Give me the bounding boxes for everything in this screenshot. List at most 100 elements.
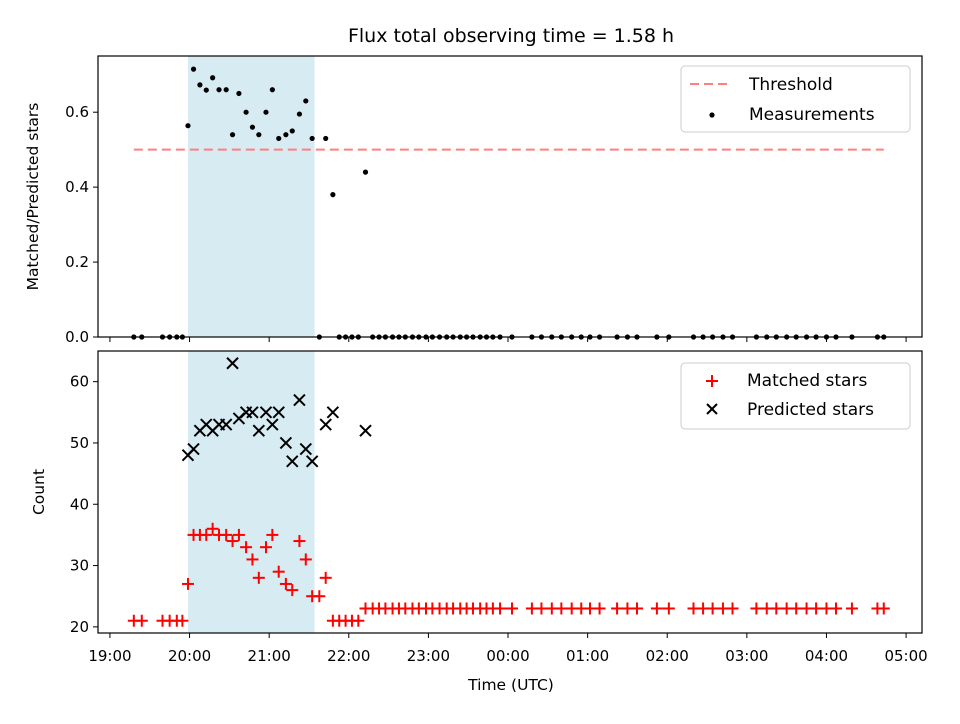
predicted-star-point	[187, 442, 200, 456]
matched-star-point	[181, 577, 194, 590]
measurement-point	[197, 82, 203, 88]
predicted-star-point	[286, 455, 299, 468]
bottom-y-tick-label: 30	[70, 557, 89, 575]
top-y-tick-label: 0.4	[65, 178, 89, 196]
x-tick-label: 00:00	[486, 647, 529, 665]
matched-star-point	[272, 565, 285, 578]
legend-measurements-label: Measurements	[749, 105, 875, 125]
matched-star-point	[246, 553, 259, 566]
predicted-star-mark-b	[252, 424, 266, 437]
predicted-star-point	[359, 424, 372, 437]
top-panel: 0.0 0.2 0.4 0.6 Matched/Predicted stars Thr…	[24, 55, 923, 346]
matched-star-point	[830, 602, 843, 615]
measurement-point	[303, 98, 309, 104]
matched-star-point	[319, 571, 332, 584]
legend-measurements-swatch	[709, 112, 715, 118]
measurement-point	[296, 111, 303, 117]
bottom-axis-ticks: 19:00 20:00 21:00 22:00 23:00 00:00 01:00 02:00…	[70, 373, 928, 665]
matched-star-point	[662, 602, 675, 615]
predicted-star-point	[219, 418, 233, 431]
matched-star-point	[206, 522, 219, 535]
top-legend: Threshold Measurements	[680, 65, 911, 133]
legend-matched-swatch	[706, 375, 718, 387]
bottom-legend: Matched stars Predicted stars	[680, 362, 911, 430]
predicted-star-mark-b	[200, 418, 213, 431]
matched-star-point	[313, 590, 326, 603]
legend-matched-label: Matched stars	[747, 371, 867, 391]
predicted-star-mark-b	[226, 357, 239, 370]
measurement-point	[263, 109, 269, 115]
measurement-point	[203, 87, 209, 93]
matched-star-point	[135, 614, 148, 627]
predicted-star-point	[226, 357, 239, 370]
top-plot-frame	[97, 55, 923, 338]
top-y-tick-label: 0.2	[65, 253, 89, 271]
top-axis-ticks: 0.0 0.2 0.4 0.6	[65, 103, 907, 346]
predicted-star-mark-b	[299, 442, 312, 456]
bottom-y-tick-label: 40	[70, 495, 89, 513]
matched-star-point	[650, 602, 663, 615]
predicted-star-point	[319, 418, 332, 431]
matched-star-point	[266, 528, 279, 541]
measurement-point	[330, 192, 336, 198]
matched-star-point	[750, 602, 763, 615]
predicted-star-mark-b	[319, 418, 332, 431]
chart-title: Flux total observing time = 1.58 h	[348, 25, 674, 47]
matched-star-point	[726, 602, 739, 615]
predicted-star-mark-b	[219, 418, 233, 431]
matched-star-point	[220, 528, 233, 541]
x-tick-label: 22:00	[327, 647, 370, 665]
measurement-point	[276, 135, 282, 142]
bottom-panel: 19:00 20:00 21:00 22:00 23:00 00:00 01:00 02:00…	[30, 350, 928, 694]
predicted-star-point	[305, 455, 319, 468]
x-tick-label: 02:00	[646, 647, 689, 665]
measurement-point	[236, 90, 242, 97]
legend-predicted-label: Predicted stars	[747, 400, 874, 420]
top-legend-box	[680, 65, 911, 133]
legend-predicted-swatch	[706, 403, 718, 415]
bottom-y-axis-label: Count	[30, 469, 48, 515]
matched-star-point	[770, 602, 783, 615]
top-y-axis-label: Matched/Predicted stars	[24, 103, 42, 291]
bottom-legend-box	[680, 362, 911, 430]
predicted-star-point	[279, 436, 293, 450]
matched-star-point	[535, 602, 548, 615]
x-tick-label: 03:00	[725, 647, 768, 665]
measurement-point	[283, 132, 289, 138]
matched-star-point	[226, 535, 239, 548]
predicted-star-mark-b	[286, 455, 299, 468]
matched-star-point	[593, 602, 606, 615]
measurement-point	[243, 109, 249, 115]
top-observing-interval-shade	[187, 56, 315, 337]
predicted-star-point	[252, 424, 266, 437]
measurement-point	[269, 87, 275, 93]
matched-star-point	[286, 584, 299, 597]
matched-star-point	[505, 602, 518, 615]
bottom-y-tick-label: 60	[70, 373, 89, 391]
predicted-star-point	[272, 406, 285, 419]
matched-star-point	[810, 602, 823, 615]
measurement-point	[210, 75, 216, 81]
x-tick-label: 04:00	[805, 647, 848, 665]
predicted-star-mark-b	[259, 406, 273, 419]
bottom-y-tick-label: 20	[70, 618, 89, 636]
measurement-point	[216, 87, 222, 93]
bottom-plot-frame	[97, 350, 923, 634]
predicted-star-mark-b	[305, 455, 319, 468]
matched-star-point	[279, 577, 292, 590]
predicted-star-point	[259, 406, 273, 419]
count-points	[127, 357, 890, 627]
matched-star-point	[555, 602, 568, 615]
measurement-point	[256, 132, 262, 138]
bottom-y-tick-label: 50	[70, 434, 89, 452]
measurement-point	[362, 169, 369, 175]
x-tick-label: 05:00	[884, 647, 927, 665]
measurement-point	[190, 66, 197, 72]
matched-star-point	[790, 602, 803, 615]
x-tick-label: 01:00	[566, 647, 609, 665]
x-tick-label: 20:00	[168, 647, 211, 665]
matched-star-point	[240, 541, 253, 554]
legend-threshold-label: Threshold	[748, 75, 833, 95]
predicted-star-mark-b	[293, 393, 306, 407]
